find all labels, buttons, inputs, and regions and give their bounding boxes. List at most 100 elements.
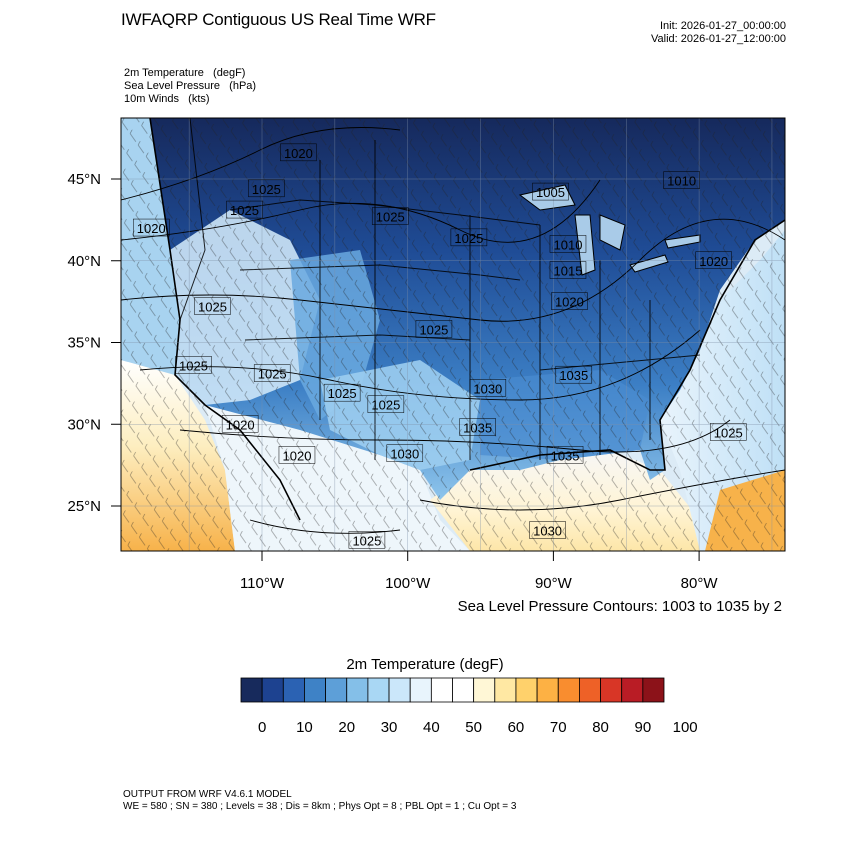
colorbar-cell bbox=[621, 677, 644, 703]
svg-text:1025: 1025 bbox=[454, 231, 483, 246]
svg-text:1030: 1030 bbox=[473, 381, 502, 396]
svg-text:1020: 1020 bbox=[555, 295, 584, 310]
svg-text:1020: 1020 bbox=[226, 417, 255, 432]
svg-text:1025: 1025 bbox=[371, 398, 400, 413]
lat-tick-label: 40°N bbox=[67, 253, 101, 270]
field-temperature: 2m Temperature (degF) bbox=[124, 67, 246, 79]
svg-text:1025: 1025 bbox=[714, 425, 743, 440]
pressure-label: 1025 bbox=[367, 395, 405, 413]
lat-tick-label: 45°N bbox=[67, 171, 101, 188]
svg-text:1035: 1035 bbox=[463, 421, 492, 436]
pressure-label: 1025 bbox=[248, 179, 285, 198]
pressure-label: 1030 bbox=[386, 444, 424, 462]
plot-title: IWFAQRP Contiguous US Real Time WRF bbox=[121, 10, 436, 29]
colorbar-cell bbox=[325, 677, 348, 703]
map-frame bbox=[120, 117, 786, 552]
footer-config: WE = 580 ; SN = 380 ; Levels = 38 ; Dis … bbox=[123, 801, 517, 812]
forecast-times: Init: 2026-01-27_00:00:00 Valid: 2026-01… bbox=[651, 20, 786, 46]
colorbar-cell bbox=[536, 677, 559, 703]
colorbar-cell bbox=[304, 677, 327, 703]
colorbar-cell bbox=[388, 677, 411, 703]
colorbar-label: 60 bbox=[508, 719, 525, 736]
colorbar-cell bbox=[642, 677, 665, 703]
wind-barbs bbox=[121, 118, 785, 551]
colorbar-cell bbox=[515, 677, 538, 703]
svg-text:1005: 1005 bbox=[536, 185, 565, 200]
pressure-label: 1025 bbox=[415, 320, 453, 338]
svg-text:1025: 1025 bbox=[252, 182, 281, 197]
field-list: 2m Temperature (degF) Sea Level Pressure… bbox=[124, 67, 256, 106]
pressure-label: 1025 bbox=[348, 531, 386, 549]
svg-text:1020: 1020 bbox=[699, 254, 728, 269]
model-footer: OUTPUT FROM WRF V4.6.1 MODEL WE = 580 ; … bbox=[123, 789, 516, 813]
svg-text:1035: 1035 bbox=[551, 448, 580, 463]
pressure-label: 1005 bbox=[532, 182, 569, 201]
svg-text:1020: 1020 bbox=[137, 221, 166, 236]
svg-text:1025: 1025 bbox=[230, 203, 259, 218]
colorbar-cell bbox=[600, 677, 623, 703]
pressure-label: 1020 bbox=[278, 446, 316, 464]
colorbar-label: 0 bbox=[258, 719, 266, 736]
colorbar-cell bbox=[430, 677, 453, 703]
pressure-label: 1025 bbox=[175, 356, 212, 374]
svg-text:1010: 1010 bbox=[667, 174, 696, 189]
pressure-label: 1025 bbox=[194, 297, 231, 315]
colorbar-cell bbox=[367, 677, 390, 703]
pressure-label: 1015 bbox=[549, 261, 587, 279]
colorbar-cell bbox=[473, 677, 496, 703]
colorbar-label: 90 bbox=[635, 719, 652, 736]
pressure-label: 1025 bbox=[450, 228, 488, 247]
svg-text:1025: 1025 bbox=[328, 386, 357, 401]
colorbar-cell bbox=[346, 677, 369, 703]
pressure-label: 1025 bbox=[709, 423, 747, 441]
isobars bbox=[121, 127, 785, 534]
pressure-label: 1025 bbox=[371, 207, 409, 225]
pressure-label: 1025 bbox=[226, 200, 263, 219]
pressure-labels: 1020 1025 1025 1020 1025 1025 1005 1010 1010 1015… bbox=[133, 143, 747, 549]
init-time: Init: 2026-01-27_00:00:00 bbox=[660, 20, 786, 32]
lat-tick-label: 35°N bbox=[67, 335, 101, 352]
lon-tick-label: 80°W bbox=[681, 575, 719, 592]
colorbar-label: 70 bbox=[550, 719, 567, 736]
lat-tick-label: 30°N bbox=[67, 416, 101, 433]
map-fields: 1020 1025 1025 1020 1025 1025 1005 1010 1010 1015… bbox=[121, 118, 785, 551]
footer-model: OUTPUT FROM WRF V4.6.1 MODEL bbox=[123, 789, 292, 800]
svg-text:1020: 1020 bbox=[284, 146, 313, 161]
colorbar-label: 40 bbox=[423, 719, 440, 736]
colorbar-cell bbox=[557, 677, 580, 703]
colorbar-label: 20 bbox=[338, 719, 355, 736]
svg-text:1025: 1025 bbox=[419, 322, 448, 337]
svg-text:1025: 1025 bbox=[179, 358, 208, 373]
contour-note: Sea Level Pressure Contours: 1003 to 103… bbox=[457, 598, 782, 615]
colorbar-label: 30 bbox=[381, 719, 398, 736]
longitude-ticks: 110°W 100°W 90°W 80°W bbox=[240, 551, 718, 592]
pressure-label: 1010 bbox=[549, 235, 587, 253]
pressure-label: 1035 bbox=[546, 446, 584, 464]
svg-text:1025: 1025 bbox=[352, 533, 381, 548]
pressure-label: 1035 bbox=[555, 365, 593, 384]
pressure-label: 1030 bbox=[529, 521, 566, 539]
coastline bbox=[149, 118, 785, 521]
svg-text:1015: 1015 bbox=[554, 264, 583, 279]
colorbar-title: 2m Temperature (degF) bbox=[346, 656, 504, 673]
field-pressure: Sea Level Pressure (hPa) bbox=[124, 80, 257, 92]
great-lakes bbox=[518, 184, 701, 276]
colorbar-cell bbox=[452, 677, 475, 703]
pressure-label: 1020 bbox=[133, 218, 170, 237]
lon-tick-label: 110°W bbox=[240, 575, 285, 592]
lon-tick-label: 90°W bbox=[535, 575, 573, 592]
svg-text:1020: 1020 bbox=[283, 448, 312, 463]
pressure-label: 1025 bbox=[253, 364, 291, 382]
svg-text:1025: 1025 bbox=[376, 210, 405, 225]
pressure-label: 1030 bbox=[469, 379, 507, 397]
svg-text:1030: 1030 bbox=[390, 447, 419, 462]
svg-text:1025: 1025 bbox=[258, 367, 287, 382]
pressure-label: 1020 bbox=[280, 143, 317, 162]
field-winds: 10m Winds (kts) bbox=[124, 93, 210, 105]
temperature-colorbar: 0 10 20 30 40 50 60 70 80 90 100 bbox=[240, 677, 698, 736]
lon-tick-label: 100°W bbox=[385, 575, 431, 592]
colorbar-cell bbox=[240, 677, 263, 703]
colorbar-cell bbox=[579, 677, 601, 703]
pressure-label: 1035 bbox=[459, 418, 496, 436]
pressure-label: 1020 bbox=[551, 292, 588, 310]
